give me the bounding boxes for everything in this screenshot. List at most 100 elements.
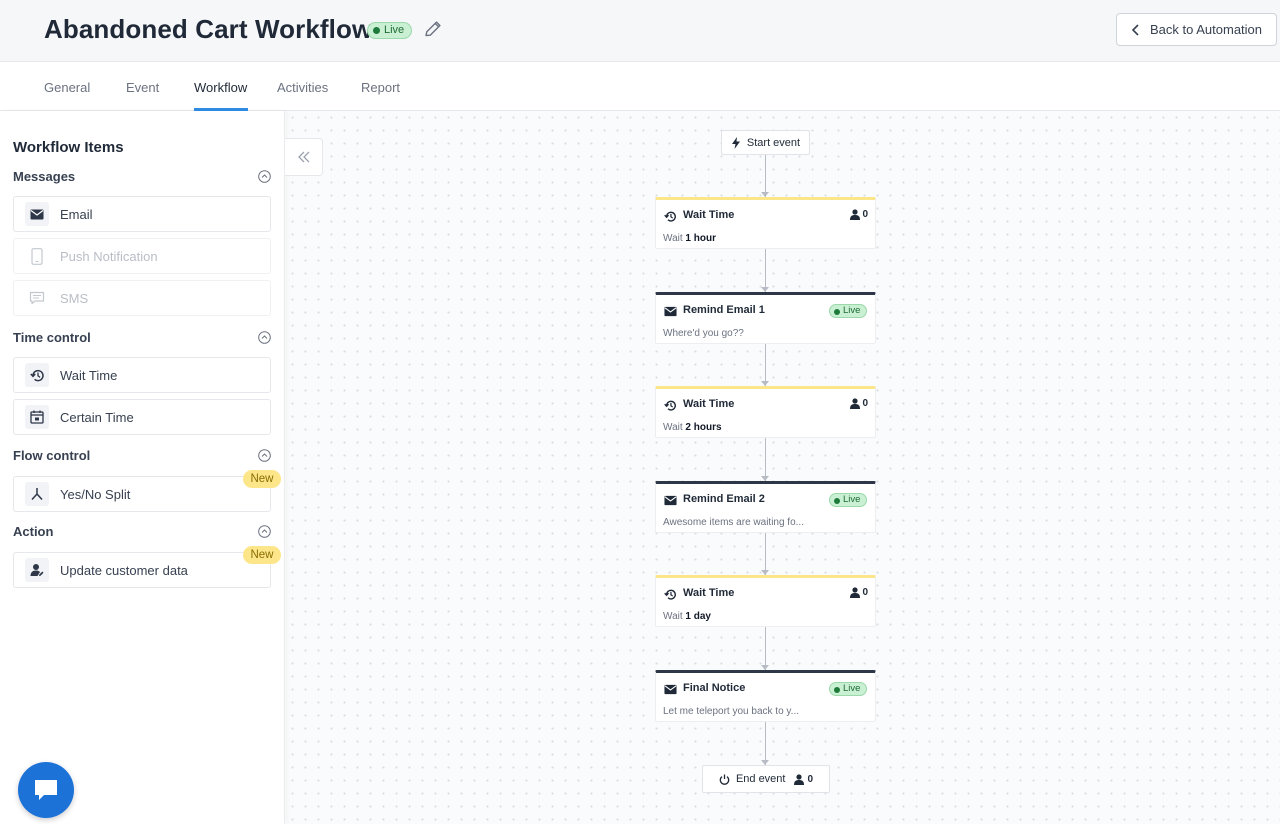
history-icon xyxy=(664,400,676,411)
double-chevron-left-icon xyxy=(297,151,309,163)
user-icon xyxy=(850,209,861,220)
node-subtitle: Wait 1 day xyxy=(663,611,711,622)
workflow-node-final-notice[interactable]: Final Notice Live Let me teleport you ba… xyxy=(655,670,876,722)
pencil-icon[interactable] xyxy=(422,18,444,40)
node-count-value: 0 xyxy=(862,209,868,220)
workflow-node-wait-3[interactable]: Wait Time 0 Wait 1 day xyxy=(655,575,876,627)
wait-duration: 1 day xyxy=(685,611,711,622)
section-flow-control: Flow control xyxy=(13,448,91,463)
section-time-control: Time control xyxy=(13,330,91,345)
end-event-count: 0 xyxy=(807,773,814,785)
connector-line xyxy=(765,249,766,292)
sidebar-title: Workflow Items xyxy=(13,139,124,156)
user-icon xyxy=(850,398,861,409)
envelope-icon xyxy=(664,306,677,317)
sidebar-item-certain-time[interactable]: Certain Time xyxy=(13,399,271,435)
sidebar-item-label: Yes/No Split xyxy=(60,486,131,502)
start-event-node[interactable]: Start event xyxy=(721,130,810,155)
tab-workflow[interactable]: Workflow xyxy=(194,80,248,95)
tab-activities[interactable]: Activities xyxy=(277,80,329,95)
node-subtitle: Awesome items are waiting fo... xyxy=(663,517,804,528)
page-title: Abandoned Cart Workflow xyxy=(44,14,373,44)
status-badge: Live xyxy=(829,493,868,507)
sidebar-item-label: Email xyxy=(60,206,93,222)
node-subtitle: Where'd you go?? xyxy=(663,328,744,339)
connector-arrow xyxy=(761,476,769,481)
connector-line xyxy=(765,155,766,197)
status-badge: Live xyxy=(829,682,868,696)
section-action: Action xyxy=(13,524,54,539)
history-icon xyxy=(664,589,676,600)
wait-prefix: Wait xyxy=(663,611,683,622)
workflow-node-remind-email-1[interactable]: Remind Email 1 Live Where'd you go?? xyxy=(655,292,876,344)
collapse-sidebar-button[interactable] xyxy=(285,138,323,176)
connector-arrow xyxy=(761,570,769,575)
connector-line xyxy=(765,438,766,481)
user-icon xyxy=(850,587,861,598)
workflow-node-wait-1[interactable]: Wait Time 0 Wait 1 hour xyxy=(655,197,876,249)
back-button-label: Back to Automation xyxy=(1150,22,1263,37)
history-icon xyxy=(664,211,676,222)
lightning-icon xyxy=(731,136,740,149)
connector-line xyxy=(765,722,766,765)
end-event-label: End event xyxy=(735,773,786,785)
status-badge: Live xyxy=(829,304,868,318)
wait-duration: 1 hour xyxy=(685,233,716,244)
connector-arrow xyxy=(761,287,769,292)
workflow-items-sidebar: Workflow Items Messages Email Push Notif… xyxy=(0,111,285,824)
end-event-node[interactable]: End event 0 xyxy=(702,765,830,793)
new-badge: New xyxy=(243,546,281,564)
node-title: Remind Email 2 xyxy=(683,493,765,505)
connector-line xyxy=(765,533,766,575)
collapse-icon[interactable] xyxy=(258,331,271,344)
calendar-icon xyxy=(25,405,49,429)
node-title: Wait Time xyxy=(683,587,735,599)
wait-prefix: Wait xyxy=(663,422,683,433)
node-count-value: 0 xyxy=(862,398,868,409)
sidebar-item-label: Wait Time xyxy=(60,367,118,383)
sidebar-item-label: Certain Time xyxy=(60,409,134,425)
sidebar-item-sms: SMS xyxy=(13,280,271,316)
power-icon xyxy=(719,774,730,785)
node-title: Final Notice xyxy=(683,682,746,694)
back-to-automation-button[interactable]: Back to Automation xyxy=(1116,13,1277,46)
sidebar-item-yes-no-split[interactable]: Yes/No Split xyxy=(13,476,271,512)
sidebar-item-label: Update customer data xyxy=(60,562,188,578)
chat-icon xyxy=(35,780,57,800)
envelope-icon xyxy=(664,495,677,506)
history-icon xyxy=(25,363,49,387)
collapse-icon[interactable] xyxy=(258,525,271,538)
live-chat-button[interactable] xyxy=(18,762,74,818)
sidebar-item-email[interactable]: Email xyxy=(13,196,271,232)
node-subtitle: Wait 1 hour xyxy=(663,233,716,244)
chat-icon xyxy=(25,286,49,310)
workflow-node-wait-2[interactable]: Wait Time 0 Wait 2 hours xyxy=(655,386,876,438)
active-tab-indicator xyxy=(194,108,248,111)
connector-line xyxy=(765,344,766,386)
node-count: 0 xyxy=(850,398,868,409)
collapse-icon[interactable] xyxy=(258,170,271,183)
sidebar-item-label: SMS xyxy=(60,290,89,306)
connector-line xyxy=(765,627,766,670)
page-header: Abandoned Cart Workflow Live Back to Aut… xyxy=(0,0,1280,62)
split-icon xyxy=(25,482,49,506)
new-badge: New xyxy=(243,470,281,488)
connector-arrow xyxy=(761,381,769,386)
connector-arrow xyxy=(761,760,769,765)
tab-report[interactable]: Report xyxy=(361,80,401,95)
wait-duration: 2 hours xyxy=(685,422,722,433)
sidebar-item-push-notification: Push Notification xyxy=(13,238,271,274)
status-badge: Live xyxy=(367,22,413,39)
node-count: 0 xyxy=(850,209,868,220)
tab-general[interactable]: General xyxy=(44,80,91,95)
chevron-left-icon xyxy=(1131,23,1139,36)
node-subtitle: Wait 2 hours xyxy=(663,422,722,433)
sidebar-item-update-customer-data[interactable]: Update customer data xyxy=(13,552,271,588)
section-messages: Messages xyxy=(13,169,76,184)
user-icon xyxy=(794,773,805,785)
sidebar-item-wait-time[interactable]: Wait Time xyxy=(13,357,271,393)
tab-event[interactable]: Event xyxy=(126,80,160,95)
collapse-icon[interactable] xyxy=(258,449,271,462)
user-edit-icon xyxy=(25,558,49,582)
workflow-node-remind-email-2[interactable]: Remind Email 2 Live Awesome items are wa… xyxy=(655,481,876,533)
